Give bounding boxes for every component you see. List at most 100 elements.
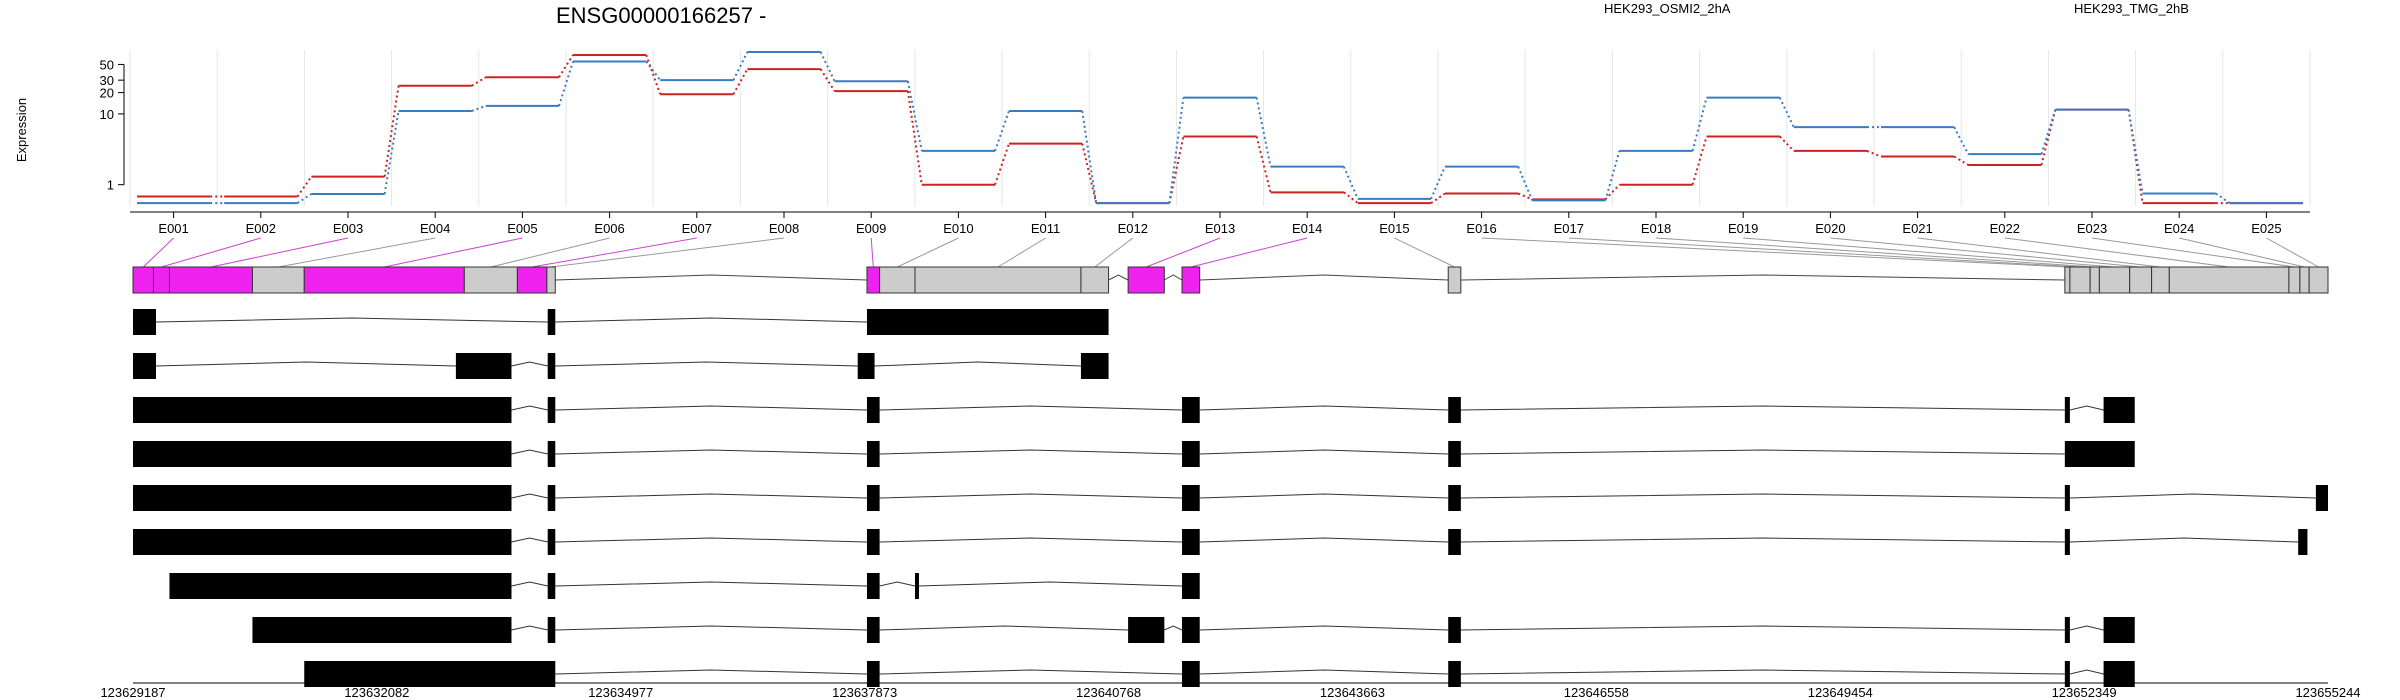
transcript-intron (1460, 449, 2065, 455)
exon-tick-label: E022 (1990, 221, 2020, 236)
series-connector (819, 68, 836, 92)
exon-bin (1127, 266, 1165, 294)
transcript-exon (1182, 529, 1200, 555)
series-connector (1953, 126, 1970, 155)
transcript-intron (1460, 537, 2065, 543)
exon-tick-label: E019 (1728, 221, 1758, 236)
genome-tick-label: 123640768 (1076, 685, 1141, 700)
transcript-intron (555, 625, 867, 631)
transcript-exon (1448, 661, 1461, 687)
transcript-exon (914, 573, 919, 599)
transcript-intron (1199, 493, 1449, 499)
transcript-exon (547, 485, 556, 511)
series-connector (1255, 97, 1272, 167)
transcript-exon (133, 353, 156, 379)
series-connector (1342, 166, 1359, 200)
exon-connector (384, 237, 523, 268)
exon-bin (546, 266, 556, 294)
exon-bin (2098, 266, 2131, 294)
transcript-7 (169, 573, 1200, 599)
transcript-intron (1199, 669, 1449, 675)
exon-connector (2179, 237, 2305, 268)
transcript-exon (866, 485, 880, 511)
transcript-exon (866, 529, 880, 555)
transcript-intron (1199, 625, 1449, 631)
transcript-exon (547, 309, 556, 335)
exon-tick-label: E023 (2077, 221, 2107, 236)
exon-tick-label: E021 (1902, 221, 1932, 236)
exon-connector (1394, 237, 1455, 268)
transcript-intron (511, 625, 548, 631)
genome-tick-label: 123632082 (344, 685, 409, 700)
transcript-intron (511, 537, 548, 543)
exon-bin (463, 266, 518, 294)
exon-tick-label: E005 (507, 221, 537, 236)
transcript-exon (2064, 441, 2135, 467)
exon-bin (2168, 266, 2290, 294)
series-connector (383, 85, 400, 177)
transcript-exon (547, 441, 556, 467)
transcript-exon (857, 353, 875, 379)
exon-tick-label: E020 (1815, 221, 1845, 236)
series-1 (136, 53, 2304, 205)
exon-connector (1481, 237, 2068, 268)
transcript-intron (155, 361, 456, 367)
transcript-tracks (133, 309, 2328, 687)
transcript-6 (133, 529, 2308, 555)
series-connector (906, 90, 923, 185)
genomic-coordinate-axis: 123629187 123632082 123634977 123637873 1236… (100, 682, 2361, 700)
transcript-intron (555, 581, 867, 587)
exon-connector (551, 237, 785, 268)
exon-bin (168, 266, 253, 294)
exon-connector (1917, 237, 2161, 268)
series-2 (136, 50, 2304, 205)
exon-connector (490, 237, 610, 268)
transcript-intron (555, 493, 867, 499)
gene-model-intron (1108, 274, 1129, 281)
exon-tick-label: E025 (2251, 221, 2281, 236)
transcript-exon (866, 397, 880, 423)
exon-tick-label: E016 (1466, 221, 1496, 236)
transcript-intron (1164, 625, 1183, 631)
series-connector (1081, 143, 1098, 204)
transcript-exon (1182, 441, 1200, 467)
exon-tick-label: E003 (333, 221, 363, 236)
exon-connector (897, 237, 959, 268)
exon-tick-label: E009 (856, 221, 886, 236)
series-connector (994, 110, 1010, 152)
y-tick-label: 1 (107, 178, 114, 193)
transcript-4 (133, 441, 2135, 467)
exon-tick-label: E013 (1205, 221, 1235, 236)
transcript-intron (2069, 493, 2316, 499)
transcript-intron (155, 317, 548, 323)
exon-tick-label: E010 (943, 221, 973, 236)
series-connector (558, 54, 574, 78)
exon-connector (278, 237, 436, 268)
y-axis-label: Expression (14, 98, 29, 162)
exon-connector (1190, 237, 1308, 268)
series-connector (906, 80, 923, 152)
transcript-intron (1460, 405, 2065, 411)
series-connector (2127, 109, 2144, 194)
exon-connector (870, 237, 874, 268)
transcript-intron (555, 317, 867, 323)
transcript-exon (133, 441, 512, 467)
transcript-exon (1080, 353, 1109, 379)
series-connector (732, 51, 749, 81)
expression-grid (129, 50, 2311, 206)
exon-connector (2091, 237, 2295, 268)
transcript-intron (879, 405, 1183, 411)
exon-connector (210, 237, 349, 268)
transcript-exon (866, 617, 880, 643)
exon-bin (1447, 266, 1462, 294)
genome-tick-label: 123634977 (588, 685, 653, 700)
series-connector (1081, 110, 1098, 204)
exon-connector (532, 237, 697, 268)
genome-tick-label: 123629187 (100, 685, 165, 700)
transcript-exon (1182, 661, 1200, 687)
exon-tick-label: E014 (1292, 221, 1322, 236)
exon-axis: E001 E002 E003 E004 E005 E006 E007 E008 E009 E010… (130, 211, 2310, 236)
transcript-intron (879, 625, 1129, 631)
exon-connector (1655, 237, 2095, 268)
transcript-exon (547, 397, 556, 423)
